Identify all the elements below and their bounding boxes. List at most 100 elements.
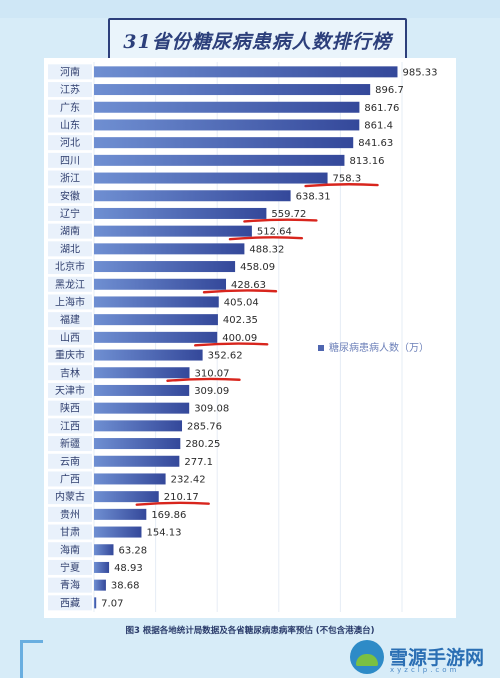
category-label: 青海 [60, 579, 80, 592]
category-label-bg [48, 559, 92, 575]
bar [94, 597, 97, 609]
bar [94, 101, 360, 113]
value-label: 38.68 [111, 581, 140, 592]
bar [94, 172, 328, 184]
value-label: 458.09 [240, 262, 275, 273]
category-label-bg [48, 223, 92, 239]
value-label: 405.04 [224, 297, 259, 308]
value-label: 488.32 [249, 244, 284, 255]
category-label-bg [48, 82, 92, 98]
category-label-bg [48, 294, 92, 310]
category-label: 吉林 [60, 366, 80, 379]
category-label: 江苏 [60, 83, 80, 96]
bar [94, 420, 183, 432]
value-label: 402.35 [223, 315, 258, 326]
category-label-bg [48, 259, 92, 275]
highlight-underline [202, 289, 278, 294]
category-label-bg [48, 436, 92, 452]
top-decoration [0, 0, 500, 18]
category-label: 北京市 [55, 260, 85, 273]
category-label: 安徽 [60, 189, 80, 202]
watermark-subtext: xyzclp.com [390, 666, 460, 674]
bar [94, 579, 106, 591]
category-labels: 河南江苏广东山东河北四川浙江安徽辽宁湖南湖北北京市黑龙江上海市福建山西重庆市吉林… [48, 64, 92, 611]
category-label-bg [48, 329, 92, 345]
watermark-text: 雪源手游网 [389, 647, 485, 669]
category-label-bg [48, 506, 92, 522]
category-label: 江西 [60, 420, 80, 432]
bar [94, 261, 236, 273]
category-label: 内蒙古 [55, 490, 85, 503]
value-label: 154.13 [146, 528, 181, 539]
category-label: 辽宁 [60, 207, 80, 220]
highlight-underline [166, 377, 241, 382]
bar [94, 473, 166, 485]
bar [94, 367, 190, 379]
category-label-bg [48, 241, 92, 257]
value-label: 7.07 [101, 598, 123, 609]
bar [94, 243, 245, 255]
value-label: 169.86 [151, 510, 186, 521]
bar [94, 455, 180, 467]
category-label-bg [48, 365, 92, 381]
value-labels: 985.33896.7861.76861.4841.63813.16758.36… [101, 67, 437, 609]
bar [94, 119, 360, 131]
category-label: 山西 [60, 332, 80, 344]
category-label: 湖北 [60, 243, 80, 255]
category-label: 河南 [60, 65, 80, 78]
value-label: 559.72 [271, 209, 306, 220]
bar [94, 544, 114, 556]
value-label: 210.17 [164, 492, 199, 503]
value-label: 896.7 [375, 85, 404, 96]
bar [94, 331, 218, 343]
category-label-bg [48, 382, 92, 398]
category-label: 云南 [60, 455, 80, 468]
value-label: 758.3 [333, 174, 362, 185]
category-label-bg [48, 595, 92, 611]
category-label-bg [48, 99, 92, 115]
value-label: 232.42 [171, 474, 206, 485]
watermark-logo-icon [350, 640, 384, 674]
category-label-bg [48, 471, 92, 487]
category-label-bg [48, 135, 92, 151]
bars [94, 66, 398, 609]
value-label: 48.93 [114, 563, 143, 574]
legend-label: 糖尿病患病人数（万） [329, 341, 429, 354]
bar [94, 154, 345, 166]
bar [94, 84, 371, 96]
category-label: 河北 [60, 137, 80, 149]
category-label: 四川 [60, 156, 80, 167]
category-label-bg [48, 453, 92, 469]
category-label-bg [48, 347, 92, 363]
category-label: 上海市 [55, 295, 85, 308]
bar [94, 438, 181, 450]
category-label-bg [48, 276, 92, 292]
category-label-bg [48, 489, 92, 505]
value-label: 861.4 [364, 120, 393, 131]
category-label-bg [48, 117, 92, 133]
bar [94, 349, 203, 361]
value-label: 841.63 [358, 138, 393, 149]
bar [94, 402, 190, 414]
corner-decoration [20, 640, 43, 678]
category-label: 浙江 [60, 173, 80, 185]
category-label: 福建 [60, 313, 80, 326]
category-label: 重庆市 [55, 349, 85, 362]
highlight-underline [243, 218, 318, 223]
category-label: 广西 [60, 473, 80, 485]
category-label-bg [48, 524, 92, 540]
category-label-bg [48, 152, 92, 168]
category-label: 陕西 [60, 402, 80, 415]
category-label: 贵州 [60, 508, 80, 521]
bar [94, 314, 218, 326]
figure-caption: 图3 根据各地统计局数据及各省糖尿病患病率预估 (不包含港澳台) [125, 626, 375, 636]
bar [94, 384, 190, 396]
chart-title: 31省份糖尿病患病人数排行榜 [123, 31, 392, 53]
category-label: 海南 [60, 543, 80, 556]
bar [94, 491, 159, 503]
category-label: 新疆 [60, 437, 80, 450]
value-label: 638.31 [296, 191, 331, 202]
value-label: 813.16 [349, 156, 384, 167]
